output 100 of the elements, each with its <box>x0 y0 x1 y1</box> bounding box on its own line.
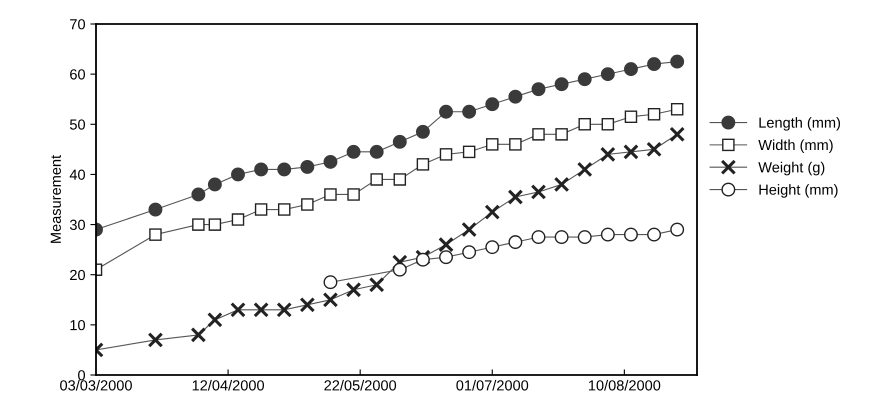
point <box>485 240 500 254</box>
point <box>439 104 453 119</box>
y-tick-label: 50 <box>70 119 86 130</box>
point <box>438 236 454 252</box>
point <box>578 72 592 86</box>
point <box>624 228 638 242</box>
point <box>370 144 384 159</box>
x-tick-label: 03/03/2000 <box>60 380 132 391</box>
point <box>278 203 290 216</box>
y-tick-label: 10 <box>70 320 86 330</box>
point <box>148 202 162 216</box>
point <box>486 138 499 151</box>
y-tick-label: 0 <box>78 370 86 380</box>
point <box>324 188 337 201</box>
point <box>346 144 361 159</box>
y-tick-label: 20 <box>70 270 86 280</box>
point <box>578 118 591 131</box>
point <box>600 228 615 242</box>
y-tick-label: 60 <box>70 69 86 80</box>
point <box>277 162 292 176</box>
legend-label: Width (mm) <box>758 139 833 153</box>
y-tick-label: 40 <box>70 170 86 180</box>
point <box>554 230 569 244</box>
point <box>208 178 222 192</box>
x-tick-label: 01/07/2000 <box>456 380 528 391</box>
point <box>648 108 660 121</box>
point <box>300 160 314 174</box>
point <box>416 124 430 139</box>
point <box>416 252 430 267</box>
point <box>485 97 500 112</box>
x-tick-label: 22/05/2000 <box>324 380 396 391</box>
point <box>462 245 476 260</box>
point <box>647 228 662 242</box>
point <box>207 312 223 328</box>
point <box>231 167 245 182</box>
point <box>368 276 384 293</box>
point <box>191 188 206 202</box>
point <box>192 218 205 231</box>
x-tick-label: 12/04/2000 <box>192 380 264 391</box>
point <box>392 254 408 270</box>
point <box>669 126 685 142</box>
point <box>415 249 431 265</box>
point <box>439 250 453 264</box>
point <box>508 189 524 205</box>
x-tick-label: 10/08/2000 <box>588 380 660 391</box>
point <box>440 148 452 161</box>
legend-label: Height (mm) <box>759 184 838 198</box>
point <box>576 162 593 178</box>
point <box>600 146 616 162</box>
point <box>532 230 546 244</box>
point <box>149 228 162 241</box>
point <box>530 184 546 200</box>
point <box>624 62 638 76</box>
point <box>148 332 164 348</box>
point <box>484 204 500 220</box>
point <box>324 275 338 290</box>
point <box>301 198 314 211</box>
point <box>554 77 569 92</box>
point <box>532 128 545 141</box>
point <box>647 57 662 72</box>
point <box>462 104 476 119</box>
point <box>276 302 292 318</box>
point <box>190 327 206 343</box>
point <box>370 173 383 186</box>
point <box>532 82 546 96</box>
y-tick-label: 30 <box>70 220 86 230</box>
point <box>462 146 476 158</box>
legend-label: Weight (g) <box>758 162 824 176</box>
point <box>232 213 244 226</box>
point <box>392 134 407 149</box>
point <box>346 282 362 298</box>
point <box>602 118 614 131</box>
point <box>300 297 316 313</box>
point <box>670 222 684 237</box>
point <box>508 90 522 104</box>
point <box>624 110 638 124</box>
y-axis-title: Measurement <box>50 155 61 243</box>
point <box>254 162 268 176</box>
legend-label: Length (mm) <box>759 117 840 131</box>
point <box>509 138 522 151</box>
point <box>254 203 268 216</box>
point <box>322 292 338 308</box>
point <box>392 262 407 277</box>
point <box>461 222 477 238</box>
point <box>578 230 592 244</box>
point <box>600 67 615 82</box>
point <box>208 218 222 231</box>
point <box>324 154 338 169</box>
point <box>347 188 360 201</box>
point <box>394 173 406 186</box>
point <box>554 176 570 192</box>
point <box>670 102 684 116</box>
point <box>555 128 568 141</box>
point <box>230 302 246 318</box>
point <box>646 142 662 158</box>
point <box>670 54 684 69</box>
y-tick-label: 70 <box>70 19 86 30</box>
point <box>508 235 522 250</box>
point <box>253 302 269 318</box>
point <box>623 144 639 160</box>
